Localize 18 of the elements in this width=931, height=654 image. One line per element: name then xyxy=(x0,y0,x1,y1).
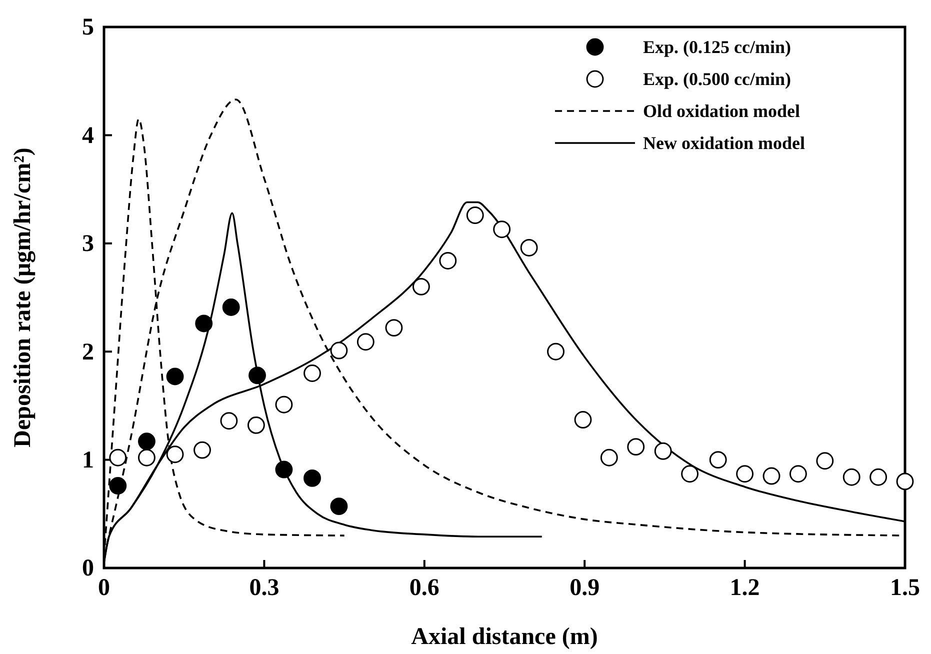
legend-label: New oxidation model xyxy=(643,133,805,153)
y-tick-label: 0 xyxy=(82,556,94,582)
x-axis-title: Axial distance (m) xyxy=(411,624,598,650)
y-tick-label: 5 xyxy=(82,14,94,41)
x-tick-label: 1.5 xyxy=(890,575,920,602)
y-tick-label: 1 xyxy=(82,447,94,474)
x-tick-label: 0.6 xyxy=(409,575,440,602)
y-tick-label: 3 xyxy=(82,231,94,258)
x-tick-label: 1.2 xyxy=(730,575,760,602)
legend-label: Old oxidation model xyxy=(643,101,800,121)
x-tick-label: 0.9 xyxy=(570,575,600,602)
y-axis-title: Deposition rate (µgm/hr/cm²) xyxy=(10,148,36,448)
y-tick-label: 2 xyxy=(82,339,94,366)
x-tick-label: 0 xyxy=(98,575,110,602)
legend-label: Exp. (0.500 cc/min) xyxy=(643,69,791,89)
y-tick-label: 4 xyxy=(82,122,94,149)
x-tick-label: 0.3 xyxy=(249,575,280,602)
legend-label: Exp. (0.125 cc/min) xyxy=(643,37,791,57)
